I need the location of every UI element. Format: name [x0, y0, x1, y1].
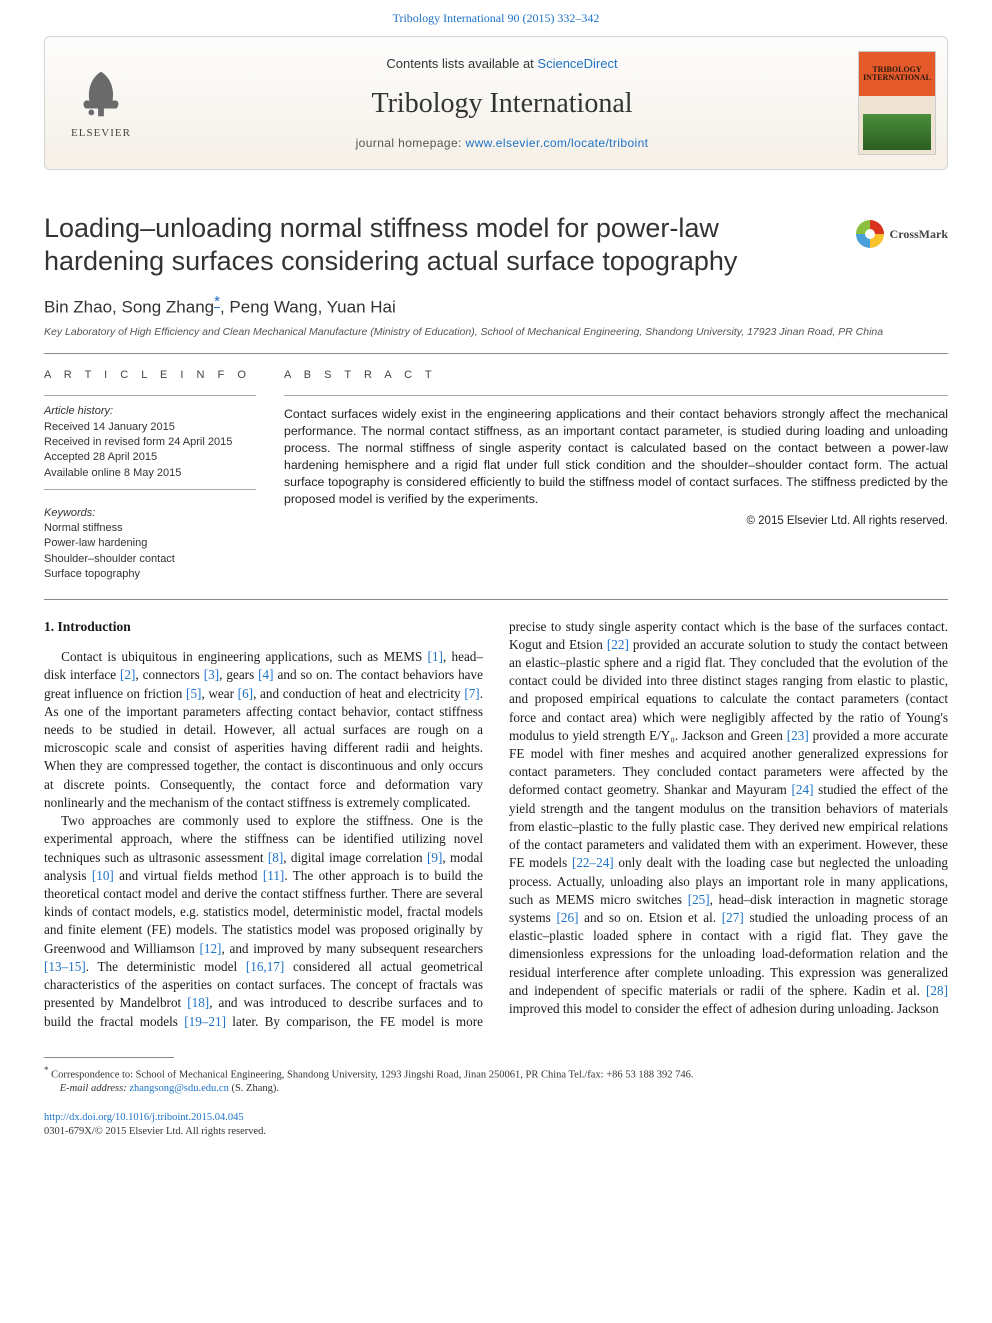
ref-1[interactable]: [1]: [428, 649, 443, 664]
history-received: Received 14 January 2015: [44, 420, 256, 435]
homepage-prefix: journal homepage:: [356, 136, 466, 150]
contents-prefix: Contents lists available at: [386, 56, 537, 71]
ref-18[interactable]: [18]: [187, 995, 209, 1010]
ref-12[interactable]: [12]: [199, 941, 221, 956]
footnote-separator: [44, 1057, 174, 1058]
ref-10[interactable]: [10]: [92, 868, 114, 883]
ref-27[interactable]: [27]: [722, 910, 744, 925]
history-revised: Received in revised form 24 April 2015: [44, 435, 256, 450]
elsevier-tree-icon: [72, 66, 130, 124]
ref-2[interactable]: [2]: [120, 667, 135, 682]
ref-3[interactable]: [3]: [204, 667, 219, 682]
crossmark-icon: [856, 220, 884, 248]
journal-homepage-link[interactable]: www.elsevier.com/locate/triboint: [466, 136, 649, 150]
history-label: Article history:: [44, 404, 256, 419]
ref-24[interactable]: [24]: [792, 782, 814, 797]
journal-cover-thumb: TRIBOLOGY INTERNATIONAL: [858, 51, 936, 155]
keyword-4: Surface topography: [44, 567, 256, 582]
publisher-name: ELSEVIER: [71, 126, 131, 141]
top-citation-link[interactable]: Tribology International 90 (2015) 332–34…: [393, 11, 600, 25]
ref-5[interactable]: [5]: [186, 686, 201, 701]
ref-4[interactable]: [4]: [258, 667, 273, 682]
email-label: E-mail address:: [60, 1083, 130, 1094]
corresponding-footnote: Correspondence to: School of Mechanical …: [51, 1069, 693, 1080]
document-footer: http://dx.doi.org/10.1016/j.triboint.201…: [0, 1107, 992, 1167]
authors-line: Bin Zhao, Song Zhang*, Peng Wang, Yuan H…: [0, 284, 992, 326]
ref-13-15[interactable]: [13–15]: [44, 959, 86, 974]
footnote-star-icon: *: [44, 1065, 49, 1075]
affiliation: Key Laboratory of High Efficiency and Cl…: [0, 326, 992, 354]
paper-title: Loading–unloading normal stiffness model…: [44, 212, 836, 278]
ref-9[interactable]: [9]: [427, 850, 442, 865]
keywords-label: Keywords:: [44, 506, 256, 521]
journal-name: Tribology International: [157, 85, 847, 123]
ref-7[interactable]: [7]: [464, 686, 479, 701]
publisher-logo-cell: ELSEVIER: [45, 66, 157, 141]
ref-26[interactable]: [26]: [556, 910, 578, 925]
section-1-heading: 1. Introduction: [44, 618, 483, 637]
ref-22-24[interactable]: [22–24]: [572, 855, 614, 870]
ref-16-17[interactable]: [16,17]: [246, 959, 284, 974]
ref-25[interactable]: [25]: [688, 892, 710, 907]
history-accepted: Accepted 28 April 2015: [44, 450, 256, 465]
ref-22[interactable]: [22]: [607, 637, 629, 652]
ref-19-21[interactable]: [19–21]: [184, 1014, 226, 1029]
para-1: Contact is ubiquitous in engineering app…: [44, 648, 483, 812]
top-citation: Tribology International 90 (2015) 332–34…: [0, 0, 992, 32]
journal-header: ELSEVIER Contents lists available at Sci…: [44, 36, 948, 170]
crossmark-badge[interactable]: CrossMark: [856, 220, 948, 248]
cover-thumb-title: TRIBOLOGY INTERNATIONAL: [859, 66, 935, 82]
article-info-heading: A R T I C L E I N F O: [44, 368, 256, 383]
keyword-2: Power-law hardening: [44, 536, 256, 551]
article-info-column: A R T I C L E I N F O Article history: R…: [44, 368, 256, 582]
authors-part1: Bin Zhao, Song Zhang: [44, 298, 214, 317]
keyword-1: Normal stiffness: [44, 521, 256, 536]
header-center: Contents lists available at ScienceDirec…: [157, 55, 847, 151]
ref-28[interactable]: [28]: [926, 983, 948, 998]
authors-part2: , Peng Wang, Yuan Hai: [220, 298, 396, 317]
cover-thumb-cell: TRIBOLOGY INTERNATIONAL: [847, 51, 947, 155]
keyword-3: Shoulder–shoulder contact: [44, 552, 256, 567]
doi-link[interactable]: http://dx.doi.org/10.1016/j.triboint.201…: [44, 1112, 244, 1123]
abstract-text: Contact surfaces widely exist in the eng…: [284, 406, 948, 508]
abstract-heading: A B S T R A C T: [284, 368, 948, 383]
abstract-column: A B S T R A C T Contact surfaces widely …: [284, 368, 948, 582]
history-online: Available online 8 May 2015: [44, 466, 256, 481]
body-columns: 1. Introduction Contact is ubiquitous in…: [0, 600, 992, 1039]
ref-6[interactable]: [6]: [238, 686, 253, 701]
crossmark-label: CrossMark: [890, 226, 948, 242]
ref-8[interactable]: [8]: [268, 850, 283, 865]
footnotes: * Correspondence to: School of Mechanica…: [0, 1064, 992, 1107]
ref-11[interactable]: [11]: [263, 868, 284, 883]
corresponding-email-link[interactable]: zhangsong@sdu.edu.cn: [129, 1083, 228, 1094]
footer-copyright: 0301-679X/© 2015 Elsevier Ltd. All right…: [44, 1125, 948, 1139]
abstract-copyright: © 2015 Elsevier Ltd. All rights reserved…: [284, 514, 948, 530]
email-suffix: (S. Zhang).: [229, 1083, 279, 1094]
ref-23[interactable]: [23]: [787, 728, 809, 743]
sciencedirect-link[interactable]: ScienceDirect: [537, 56, 617, 71]
